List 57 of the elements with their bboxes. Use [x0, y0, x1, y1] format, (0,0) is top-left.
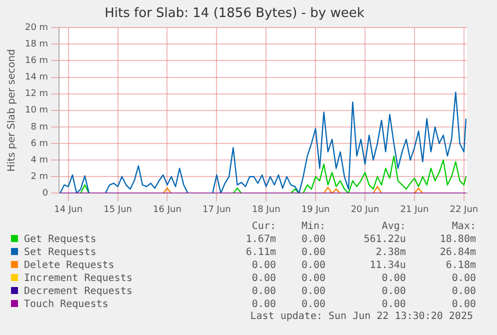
- x-tick-label: 17 Jun: [202, 204, 231, 215]
- text: 0.00: [250, 259, 277, 272]
- text: 0.00: [300, 259, 327, 272]
- text: 0.00: [450, 285, 477, 298]
- x-tick-label: 18 Jun: [252, 204, 280, 215]
- y-tick-label: 18 m: [24, 40, 48, 50]
- text: 6.18m: [444, 259, 477, 272]
- text: 0.00: [450, 298, 477, 311]
- legend-label: Get Requests: [23, 233, 98, 246]
- text: 0.00: [300, 272, 327, 285]
- text: 0.00: [380, 285, 407, 298]
- y-tick-label: 16 m: [24, 56, 48, 66]
- text: 11.34u: [368, 259, 407, 272]
- x-tick-label: 22 Jun: [450, 204, 478, 215]
- chart-title: Hits for Slab: 14 (1856 Bytes) - by week: [104, 6, 365, 22]
- text: 561.22u: [362, 233, 407, 246]
- text: 0.00: [300, 246, 327, 259]
- x-tick-label: 21 Jun: [400, 204, 429, 215]
- y-tick-label: 20 m: [24, 22, 48, 33]
- text: Cur:: [250, 220, 277, 233]
- legend-label: Increment Requests: [23, 272, 134, 285]
- legend-label: Decrement Requests: [23, 285, 134, 298]
- text: 2.38m: [374, 246, 407, 259]
- text: 0.00: [380, 272, 407, 285]
- text: 0.00: [250, 272, 277, 285]
- y-tick-label: 10 m: [24, 106, 48, 116]
- text: 26.84m: [438, 246, 477, 259]
- legend-label: Delete Requests: [23, 259, 116, 272]
- y-tick-label: 12 m: [24, 89, 48, 100]
- text: 0.00: [250, 298, 277, 311]
- y-tick-label: 6 m: [30, 138, 48, 149]
- text: 0.00: [450, 272, 477, 285]
- y-tick-label: 8 m: [30, 122, 48, 132]
- y-tick-label: 0: [42, 188, 48, 199]
- legend-label: Set Requests: [23, 246, 98, 259]
- x-tick-label: 16 Jun: [153, 204, 182, 215]
- y-tick-label: 2 m: [30, 172, 48, 182]
- text: 18.80m: [438, 233, 477, 246]
- text: Min:: [300, 220, 327, 233]
- text: 1.67m: [244, 233, 277, 246]
- text: 0.00: [300, 298, 327, 311]
- text: Max:: [450, 220, 477, 233]
- text: Avg:: [380, 220, 407, 233]
- text: 0.00: [250, 285, 277, 298]
- x-tick-label: 14 Jun: [54, 204, 83, 215]
- y-tick-label: 4 m: [30, 155, 48, 166]
- text: 0.00: [300, 233, 327, 246]
- x-tick-label: 20 Jun: [350, 204, 380, 215]
- text: 6.11m: [244, 246, 277, 259]
- y-axis-title: Hits per Slab per second: [6, 49, 18, 172]
- x-tick-label: 15 Jun: [104, 204, 132, 215]
- y-tick-label: 14 m: [24, 72, 48, 83]
- text: 0.00: [300, 285, 327, 298]
- legend-label: Touch Requests: [23, 298, 110, 311]
- x-tick-label: 19 Jun: [301, 204, 330, 215]
- text: 0.00: [380, 298, 407, 311]
- text: Last update: Sun Jun 22 13:30:20 2025: [249, 311, 474, 322]
